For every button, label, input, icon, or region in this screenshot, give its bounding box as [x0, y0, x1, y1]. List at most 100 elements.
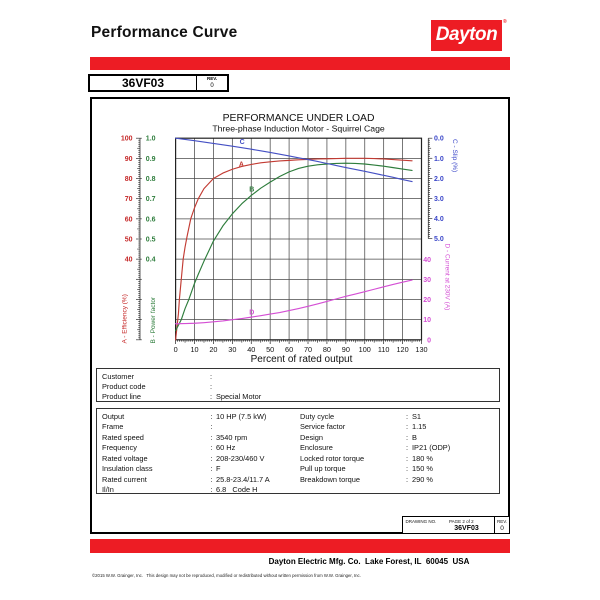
- spec-value: 60 Hz: [216, 443, 236, 453]
- svg-text:40: 40: [423, 257, 431, 264]
- svg-text:80: 80: [323, 345, 331, 354]
- colon: :: [210, 464, 213, 474]
- svg-text:30: 30: [423, 277, 431, 284]
- svg-text:60: 60: [285, 345, 293, 354]
- spec-row: Design: B: [300, 433, 500, 443]
- field-value: Special Motor: [216, 391, 262, 401]
- svg-text:0: 0: [427, 337, 431, 344]
- customer-info-box: Customer: Product code: Product line: Speci…: [96, 368, 500, 402]
- colon: :: [406, 422, 409, 432]
- svg-text:10: 10: [190, 345, 198, 354]
- model-number: 36VF03: [90, 76, 197, 90]
- svg-text:A: A: [239, 161, 244, 168]
- spec-label: Insulation class: [102, 464, 153, 474]
- spec-row: Duty cycle: S1: [300, 412, 500, 422]
- top-red-bar: [90, 57, 510, 70]
- spec-value: S1: [412, 412, 422, 421]
- spec-row: Enclosure: IP21 (ODP): [300, 443, 500, 453]
- spec-table-right-column: Duty cycle: S1 Service factor:1.15 Design: B…: [300, 412, 500, 485]
- field-label: Product line: [102, 391, 142, 401]
- spec-row: Rated voltage:208-230/460 V: [97, 454, 499, 464]
- drawing-no-label: DRAWING NO.: [405, 519, 437, 524]
- spec-label: Locked rotor torque: [300, 453, 365, 463]
- svg-text:1.0: 1.0: [434, 156, 444, 163]
- spec-table-left-column: Output:10 HP (7.5 kW) Frame: Rated speed:3…: [97, 412, 499, 496]
- spec-value: 10 HP (7.5 kW): [216, 412, 267, 421]
- svg-text:0.4: 0.4: [146, 257, 156, 264]
- document-frame: [90, 97, 510, 534]
- svg-text:50: 50: [125, 237, 133, 244]
- svg-text:2.0: 2.0: [434, 176, 444, 183]
- field-label: Customer: [102, 371, 135, 381]
- svg-text:A - Efficiency (%): A - Efficiency (%): [122, 294, 129, 343]
- spec-value: 208-230/460 V: [216, 453, 265, 463]
- svg-text:20: 20: [209, 345, 217, 354]
- svg-text:4.0: 4.0: [434, 216, 444, 223]
- spec-label: Rated current: [102, 474, 147, 484]
- spec-row: Rated speed:3540 rpm: [97, 433, 499, 443]
- colon: :: [210, 453, 213, 463]
- spec-value: IP21 (ODP): [412, 443, 451, 453]
- spec-label: Pull up torque: [300, 464, 346, 474]
- spec-row: Service factor:1.15: [300, 422, 500, 432]
- svg-text:110: 110: [378, 345, 390, 354]
- page-title: Performance Curve: [91, 24, 238, 41]
- spec-label: Rated speed: [102, 432, 144, 442]
- svg-text:Percent of rated output: Percent of rated output: [251, 354, 353, 365]
- svg-text:D - Current at 230V (A): D - Current at 230V (A): [444, 244, 451, 311]
- svg-text:C - Slip (%): C - Slip (%): [451, 139, 458, 172]
- drawing-rev-value: 0: [500, 524, 504, 532]
- svg-text:80: 80: [125, 176, 133, 183]
- colon: :: [406, 432, 409, 442]
- spec-value: 290 %: [412, 474, 433, 484]
- svg-text:130: 130: [415, 345, 427, 354]
- rev-value: 0: [210, 82, 214, 89]
- spec-label: Service factor: [300, 422, 346, 432]
- colon: :: [406, 412, 409, 421]
- drawing-number-block: DRAWING NO. PAGE 2 of 2 36VF03 REV. 0: [402, 516, 510, 534]
- drawing-number-cell: DRAWING NO. PAGE 2 of 2 36VF03: [403, 517, 495, 533]
- spec-label: Breakdown torque: [300, 474, 360, 484]
- spec-label: Rated voltage: [102, 453, 148, 463]
- spec-row: Frame:: [97, 422, 499, 432]
- spec-row: Il/In:6.8 Code H: [97, 485, 499, 495]
- colon: :: [210, 432, 213, 442]
- svg-text:0.6: 0.6: [146, 216, 156, 223]
- spec-label: Enclosure: [300, 443, 333, 453]
- svg-text:100: 100: [359, 345, 371, 354]
- svg-text:20: 20: [423, 297, 431, 304]
- revision-cell: REV. 0: [197, 76, 227, 90]
- spec-value: 180 %: [412, 453, 433, 463]
- spec-label: Frame: [102, 422, 124, 432]
- svg-text:C: C: [240, 139, 245, 146]
- field-label: Product code: [102, 381, 146, 391]
- dayton-logo-text: Dayton: [435, 23, 498, 45]
- svg-text:120: 120: [396, 345, 408, 354]
- colon: :: [210, 412, 213, 421]
- spec-value: 6.8 Code H: [216, 485, 258, 495]
- svg-text:0.5: 0.5: [146, 237, 156, 244]
- spec-row: Locked rotor torque:180 %: [300, 454, 500, 464]
- spec-label: Il/In: [102, 485, 114, 495]
- spec-value: 25.8-23.4/11.7 A: [216, 474, 270, 484]
- svg-text:5.0: 5.0: [434, 236, 444, 243]
- spec-value: 150 %: [412, 464, 433, 474]
- svg-text:40: 40: [247, 345, 255, 354]
- svg-text:B - Power factor: B - Power factor: [150, 296, 157, 343]
- spec-row: Insulation class: F: [97, 464, 499, 474]
- svg-text:50: 50: [266, 345, 274, 354]
- svg-text:40: 40: [125, 257, 133, 264]
- bottom-red-bar: [90, 539, 510, 553]
- svg-text:0: 0: [174, 345, 178, 354]
- colon: :: [210, 371, 213, 381]
- svg-text:3.0: 3.0: [434, 196, 444, 203]
- company-address-line: Dayton Electric Mfg. Co. Lake Forest, IL…: [268, 556, 470, 566]
- colon: :: [406, 464, 409, 474]
- spec-row: Rated current:25.8-23.4/11.7 A: [97, 475, 499, 485]
- colon: :: [210, 443, 213, 453]
- svg-text:90: 90: [125, 156, 133, 163]
- svg-text:0.8: 0.8: [146, 176, 156, 183]
- svg-text:30: 30: [228, 345, 236, 354]
- svg-text:D: D: [249, 310, 254, 317]
- svg-text:B: B: [249, 186, 254, 193]
